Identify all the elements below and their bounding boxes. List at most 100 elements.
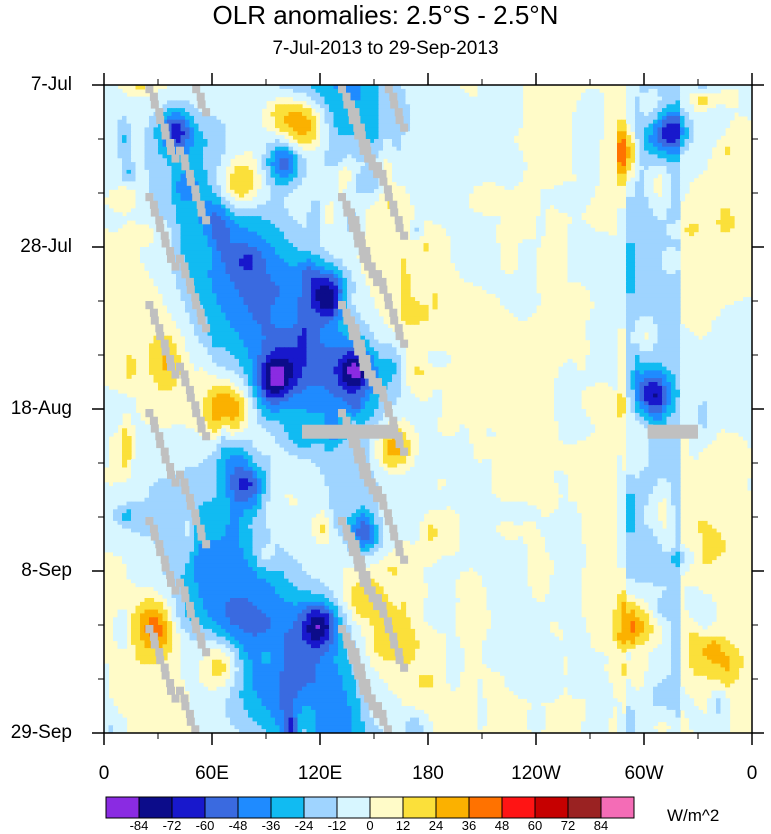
heat-cell (347, 262, 353, 267)
heat-cell (581, 258, 587, 264)
heat-cell (401, 104, 407, 109)
heat-cell (644, 112, 650, 117)
heat-cell (491, 96, 497, 102)
heat-cell (459, 115, 465, 121)
heat-cell (585, 162, 591, 167)
heat-cell (635, 258, 641, 264)
heat-cell (572, 115, 578, 121)
heat-cell (356, 162, 362, 167)
heat-cell (626, 158, 632, 163)
heat-cell (545, 200, 551, 206)
heat-cell (248, 235, 254, 240)
heat-cell (311, 96, 317, 102)
heat-cell (675, 158, 681, 163)
heat-cell (590, 239, 596, 244)
heat-cell (725, 227, 731, 233)
heat-cell (464, 189, 470, 194)
heat-cell (207, 115, 213, 121)
heat-cell (441, 204, 447, 210)
heat-cell (594, 104, 600, 109)
heat-cell (140, 85, 146, 90)
heat-cell (374, 131, 380, 136)
heat-cell (477, 139, 483, 144)
heat-cell (554, 204, 560, 210)
heat-cell (396, 162, 402, 167)
heat-cell (639, 104, 645, 109)
heat-cell (545, 204, 551, 210)
heat-cell (738, 92, 744, 98)
heat-cell (617, 262, 623, 267)
heat-cell (302, 254, 308, 260)
heat-cell (356, 212, 362, 217)
heat-cell (693, 85, 699, 90)
heat-cell (189, 104, 195, 109)
heat-cell (572, 131, 578, 136)
heat-cell (468, 123, 474, 129)
heat-cell (572, 204, 578, 210)
heat-cell (635, 158, 641, 163)
heat-cell (243, 108, 249, 113)
heat-cell (369, 139, 375, 144)
heat-cell (239, 200, 245, 206)
heat-cell (482, 104, 488, 109)
heat-cell (657, 231, 663, 237)
heat-cell (234, 108, 240, 113)
heat-cell (504, 92, 510, 98)
heat-cell (216, 204, 222, 210)
heat-cell (347, 123, 353, 129)
heat-cell (392, 119, 398, 125)
heat-cell (180, 88, 186, 94)
heat-cell (356, 250, 362, 256)
heat-cell (198, 262, 204, 267)
heat-cell (482, 88, 488, 94)
heat-cell (216, 88, 222, 94)
heat-cell (198, 250, 204, 256)
heat-cell (666, 177, 672, 183)
heat-cell (540, 223, 546, 229)
heat-cell (189, 254, 195, 260)
heat-cell (666, 166, 672, 171)
heat-cell (464, 162, 470, 167)
heat-cell (635, 112, 641, 117)
heat-cell (230, 200, 236, 206)
heat-cell (491, 112, 497, 117)
heat-cell (455, 131, 461, 136)
heat-cell (176, 250, 182, 256)
heat-cell (252, 142, 258, 148)
heat-cell (288, 162, 294, 167)
heat-cell (374, 85, 380, 90)
heat-cell (653, 135, 659, 140)
heat-cell (333, 96, 339, 102)
heat-cell (464, 115, 470, 121)
heat-cell (666, 220, 672, 225)
heat-cell (122, 96, 128, 102)
heat-cell (509, 162, 515, 167)
heat-cell (486, 100, 492, 105)
heat-cell (500, 119, 506, 125)
heat-cell (108, 181, 114, 186)
heat-cell (369, 150, 375, 156)
heat-cell (378, 158, 384, 163)
heat-cell (662, 85, 668, 90)
heat-cell (356, 166, 362, 171)
heat-cell (468, 154, 474, 159)
heat-cell (171, 193, 177, 198)
heat-cell (333, 258, 339, 264)
heat-cell (441, 193, 447, 198)
heat-cell (293, 235, 299, 240)
heat-cell (554, 185, 560, 190)
heat-cell (117, 173, 123, 179)
heat-cell (153, 258, 159, 264)
heat-cell (203, 250, 209, 256)
heat-cell (369, 92, 375, 98)
heat-cell (360, 223, 366, 229)
heat-cell (450, 243, 456, 248)
heat-cell (239, 169, 245, 175)
heat-cell (455, 181, 461, 186)
heat-cell (212, 254, 218, 260)
heat-cell (635, 220, 641, 225)
heat-cell (252, 123, 258, 129)
heat-cell (171, 127, 177, 132)
heat-cell (131, 104, 137, 109)
heat-cell (342, 162, 348, 167)
